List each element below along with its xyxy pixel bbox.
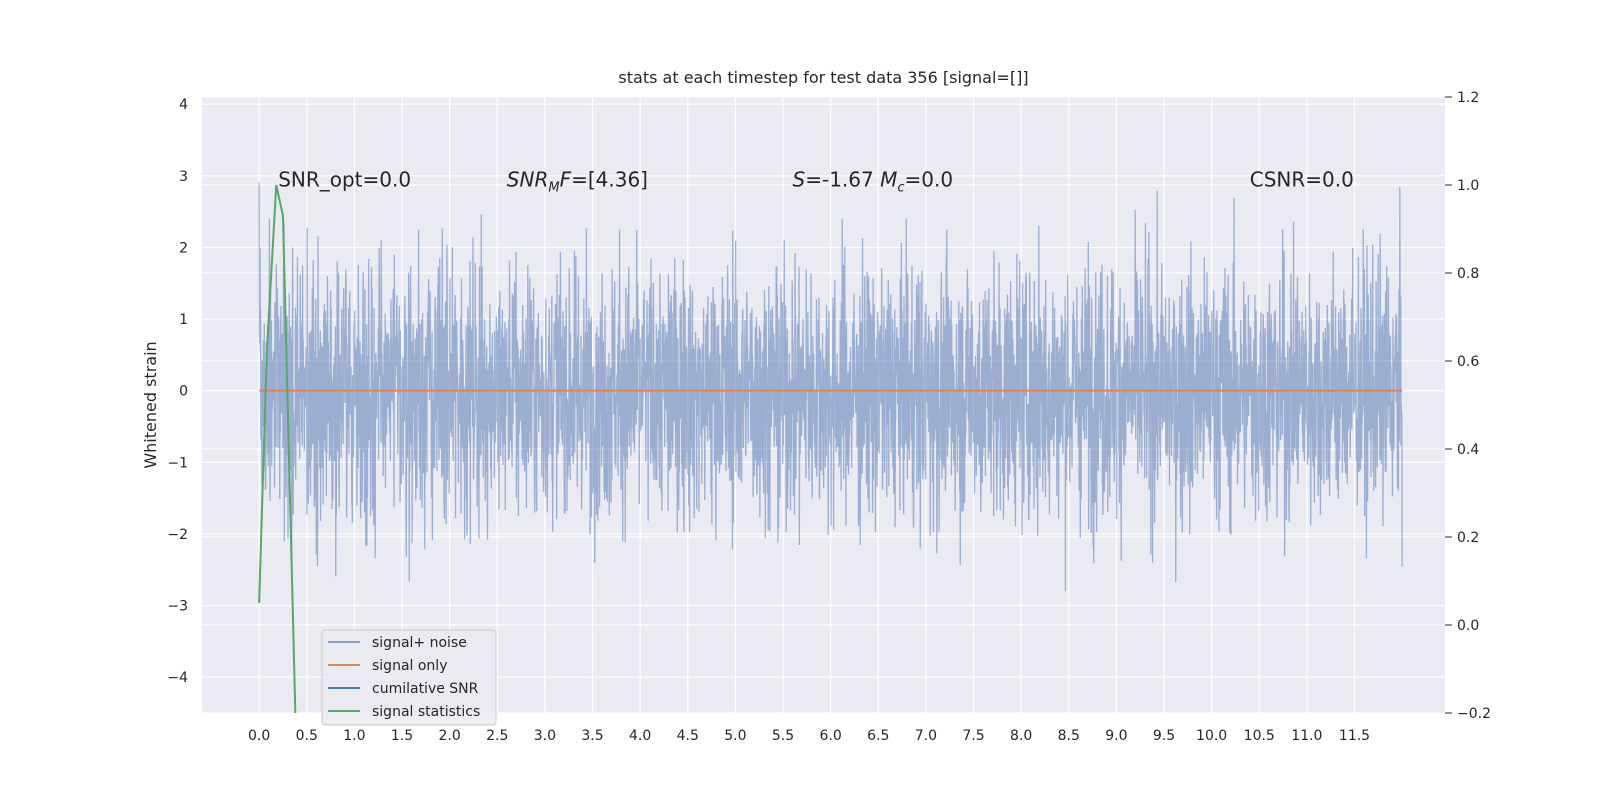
x-tick-label: 6.5 — [867, 728, 889, 744]
signal-statistics-line — [258, 184, 297, 714]
legend-box — [321, 629, 497, 726]
y2-tick-label: 0.2 — [1457, 530, 1479, 546]
x-tick-label: 3.0 — [534, 728, 556, 744]
x-tick-label: 7.5 — [962, 728, 984, 744]
annotation-snr_mf: SNRMF=[4.36] — [507, 168, 648, 196]
y2-tick-label: 0.8 — [1457, 266, 1479, 282]
legend-label: cumilative SNR — [372, 681, 479, 697]
x-tick-label: 0.5 — [296, 728, 318, 744]
y2-tick-label: 1.2 — [1457, 90, 1479, 106]
x-tick-label: 1.5 — [391, 728, 413, 744]
x-tick-label: 2.0 — [439, 728, 461, 744]
x-tick-label: 11.0 — [1291, 728, 1322, 744]
annotation-snr_opt: SNR_opt=0.0 — [278, 168, 411, 192]
x-tick-label: 3.5 — [581, 728, 603, 744]
series-layer — [258, 184, 1403, 714]
annotation-s_mc: S=-1.67 Mc=0.0 — [793, 168, 954, 196]
x-tick-label: 5.5 — [772, 728, 794, 744]
chart-title: stats at each timestep for test data 356… — [618, 68, 1028, 87]
y-tick-label: −3 — [167, 599, 188, 615]
y-tick-label: 3 — [179, 169, 188, 185]
signal-noise-line — [258, 182, 1403, 592]
x-tick-label: 4.0 — [629, 728, 651, 744]
x-tick-label: 5.0 — [724, 728, 746, 744]
y2-tick-label: −0.2 — [1457, 706, 1491, 722]
x-tick-label: 11.5 — [1339, 728, 1370, 744]
y-axis-label: Whitened strain — [141, 341, 160, 468]
x-tick-label: 8.5 — [1058, 728, 1080, 744]
signal-noise-series — [258, 182, 1403, 592]
legend-label: signal only — [372, 658, 447, 674]
x-tick-label: 0.0 — [248, 728, 270, 744]
y2-tick-label: 1.0 — [1457, 178, 1479, 194]
x-tick-label: 9.0 — [1105, 728, 1127, 744]
y-tick-label: 1 — [179, 312, 188, 328]
x-tick-label: 4.5 — [677, 728, 699, 744]
x-tick-label: 8.0 — [1010, 728, 1032, 744]
annotation-csnr: CSNR=0.0 — [1250, 168, 1354, 192]
axis-layer: 0.0 0.5 1.0 1.5 2.0 2.5 3.0 3.5 4.0 4.5 5.0 5.5 6.0 6… — [167, 90, 1491, 744]
legend-label: signal statistics — [372, 704, 480, 720]
x-tick-label: 6.0 — [820, 728, 842, 744]
y2-tick-label: 0.4 — [1457, 442, 1479, 458]
x-tick-label: 1.0 — [343, 728, 365, 744]
y-tick-label: −2 — [167, 527, 188, 543]
annotations: SNR_opt=0.0 SNRMF=[4.36] S=-1.67 Mc=0.0 CSN… — [278, 168, 1354, 196]
y-tick-label: 4 — [179, 97, 188, 113]
x-tick-label: 9.5 — [1153, 728, 1175, 744]
x-tick-label: 10.0 — [1196, 728, 1227, 744]
y-tick-label: 0 — [179, 384, 188, 400]
x-tick-label: 7.0 — [915, 728, 937, 744]
y2-tick-label: 0.6 — [1457, 354, 1479, 370]
x-tick-label: 2.5 — [486, 728, 508, 744]
y-tick-label: −1 — [167, 455, 188, 471]
y-tick-label: −4 — [167, 670, 188, 686]
y-tick-label: 2 — [179, 240, 188, 256]
legend-label: signal+ noise — [372, 635, 467, 651]
legend: signal+ noise signal only cumilative SNR si… — [321, 629, 497, 726]
x-tick-label: 10.5 — [1244, 728, 1275, 744]
y2-tick-label: 0.0 — [1457, 618, 1479, 634]
